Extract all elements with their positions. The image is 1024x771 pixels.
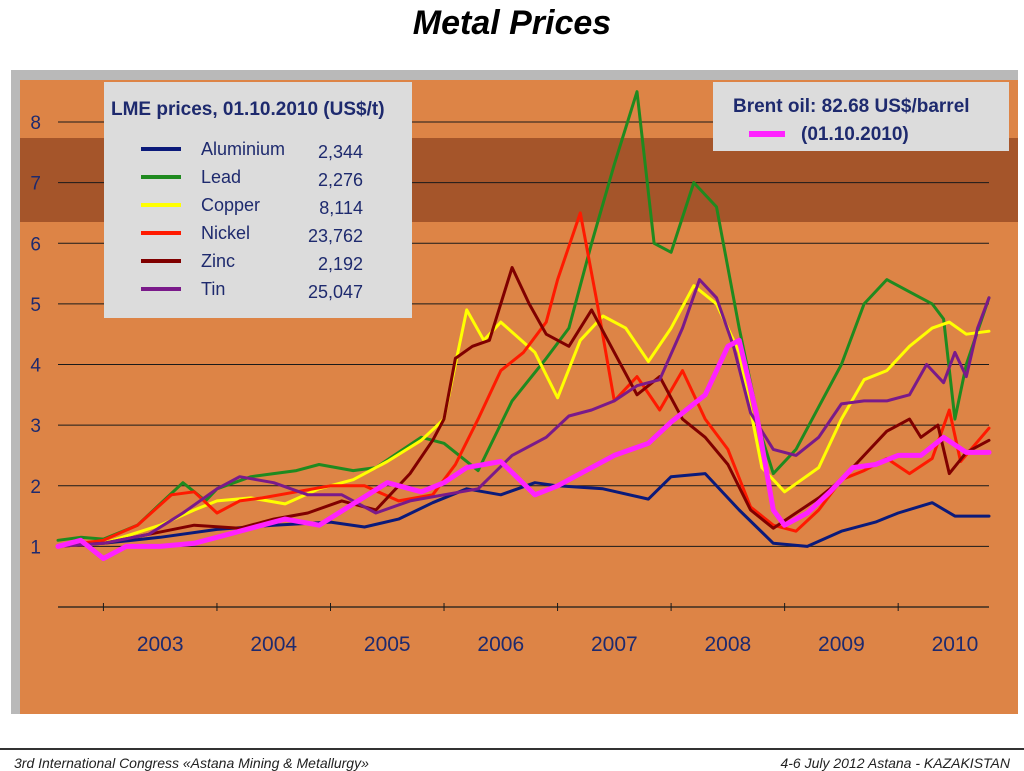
legend-value: 2,192 (318, 254, 363, 274)
y-tick-label: 8 (30, 113, 41, 134)
legend-label: Lead (201, 167, 241, 187)
line-chart: 1 2 3 4 5 6 7 8 2003 2004 2005 2006 2007 2008 2009 201… (20, 80, 1018, 714)
y-tick-label: 6 (30, 234, 41, 255)
x-tick-label: 2003 (137, 633, 184, 656)
x-tick-label: 2005 (364, 633, 411, 656)
legend-oil-line1: Brent oil: 82.68 US$/barrel (733, 96, 970, 117)
series-line-aluminium (56, 472, 991, 548)
y-tick-label: 3 (30, 416, 41, 437)
footer-date-location: 4-6 July 2012 Astana - KAZAKISTAN (780, 755, 1010, 771)
y-tick-label: 5 (30, 295, 41, 316)
series-line-copper (56, 284, 991, 548)
legend-items: Aluminium 2,344 Lead 2,276 Copper 8,114 Nickel… (141, 139, 363, 302)
y-tick-label: 1 (30, 537, 41, 558)
footer-congress: 3rd International Congress «Astana Minin… (14, 755, 369, 771)
legend-oil-box (713, 82, 1009, 151)
y-tick-label: 4 (30, 356, 41, 377)
legend-label: Copper (201, 195, 260, 215)
legend-label: Tin (201, 279, 225, 299)
series-lines (55, 90, 992, 561)
footer: 3rd International Congress «Astana Minin… (0, 748, 1024, 771)
legend-oil-line2: (01.10.2010) (801, 124, 909, 145)
y-axis: 1 2 3 4 5 6 7 8 (30, 113, 41, 558)
legend-value: 8,114 (319, 198, 363, 218)
series-line-brent-oil (55, 337, 992, 561)
legend-value: 23,762 (308, 226, 363, 246)
x-axis: 2003 2004 2005 2006 2007 2008 2009 2010 (102, 603, 979, 656)
series-line-tin (56, 278, 991, 548)
y-tick-label: 2 (30, 477, 41, 498)
legend-value: 2,276 (318, 170, 363, 190)
y-tick-label: 7 (30, 174, 41, 195)
legend-value: 25,047 (308, 282, 363, 302)
page-title: Metal Prices (412, 4, 612, 42)
x-tick-label: 2007 (591, 633, 638, 656)
legend-metals-title: LME prices, 01.10.2010 (US$/t) (111, 99, 385, 120)
series-line-zinc (56, 266, 991, 548)
legend-label: Zinc (201, 251, 235, 271)
x-tick-label: 2010 (932, 633, 979, 656)
legend-metals-box (104, 82, 412, 318)
legend-metals: LME prices, 01.10.2010 (US$/t) Aluminium… (104, 82, 412, 318)
x-tick-label: 2009 (818, 633, 865, 656)
chart-frame: 1 2 3 4 5 6 7 8 2003 2004 2005 2006 2007 2008 2009 201… (11, 70, 1018, 714)
legend-value: 2,344 (318, 142, 363, 162)
legend-label: Nickel (201, 223, 250, 243)
x-tick-label: 2004 (250, 633, 297, 656)
legend-label: Aluminium (201, 139, 285, 159)
series-line-nickel (56, 211, 991, 548)
x-tick-label: 2006 (477, 633, 524, 656)
x-tick-label: 2008 (705, 633, 752, 656)
legend-oil: Brent oil: 82.68 US$/barrel (01.10.2010) (713, 82, 1009, 151)
